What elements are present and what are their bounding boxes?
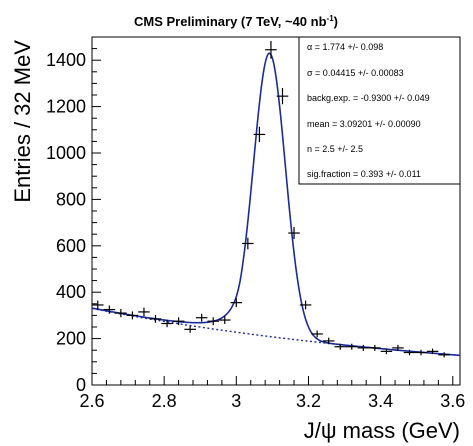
y-axis-title: Entries / 32 MeV	[10, 40, 35, 203]
data-point	[299, 300, 312, 310]
y-tick-label: 1000	[46, 143, 86, 163]
data-point	[265, 40, 277, 59]
y-tick-label: 600	[56, 236, 86, 256]
data-point	[334, 343, 346, 350]
y-tick-label: 200	[56, 329, 86, 349]
y-tick-label: 1200	[46, 97, 86, 117]
data-point	[92, 300, 104, 310]
x-tick-label: 2.8	[152, 391, 177, 411]
data-point	[149, 314, 162, 323]
x-tick-label: 3.6	[440, 391, 465, 411]
plot-title-main: CMS Preliminary (7 TeV, ~40 nb	[134, 14, 327, 29]
plot-title-suffix: )	[334, 14, 338, 29]
data-point	[322, 337, 335, 345]
fit-param-sig-fraction: sig.fraction = 0.393 +/- 0.011	[307, 169, 421, 179]
data-point	[357, 344, 370, 351]
plot-title-superscript: -1	[327, 14, 335, 23]
x-tick-label: 3.4	[368, 391, 393, 411]
x-tick-label: 2.6	[79, 391, 104, 411]
x-axis-title: J/ψ mass (GeV)	[304, 418, 460, 443]
y-tick-label: 1400	[46, 50, 86, 70]
fit-param-n: n = 2.5 +/- 2.5	[307, 144, 363, 154]
data-point	[311, 330, 323, 338]
data-point	[207, 317, 219, 326]
x-axis-ticks: 2.6 2.8 3 3.2 3.4 3.6	[79, 376, 465, 411]
data-point	[242, 237, 254, 250]
data-point	[276, 88, 289, 105]
data-point	[288, 227, 300, 240]
data-point	[195, 313, 208, 322]
data-point	[403, 349, 416, 356]
y-tick-label: 800	[56, 189, 86, 209]
x-tick-label: 3.2	[296, 391, 321, 411]
fit-box-frame	[298, 36, 461, 185]
data-point	[172, 317, 185, 326]
data-point	[126, 311, 139, 320]
data-point	[415, 349, 427, 356]
data-point	[345, 343, 358, 350]
data-point	[230, 298, 243, 308]
y-tick-label: 400	[56, 282, 86, 302]
data-point	[138, 307, 150, 317]
data-point	[115, 308, 127, 318]
fit-parameter-box: α = 1.774 +/- 0.098 σ = 0.04415 +/- 0.00…	[298, 36, 461, 185]
data-point	[426, 348, 439, 355]
background-fit-curve	[91, 307, 461, 357]
y-tick-label: 0	[76, 375, 86, 395]
data-points	[92, 40, 450, 358]
data-point	[392, 344, 404, 351]
data-point	[369, 344, 381, 351]
fit-param-backg-exp: backg.exp. = -0.9300 +/- 0.049	[307, 93, 430, 103]
fit-param-alpha: α = 1.774 +/- 0.098	[307, 42, 383, 52]
data-point	[380, 348, 393, 355]
data-point	[184, 325, 196, 333]
data-point	[103, 305, 116, 314]
data-point	[161, 319, 173, 328]
data-point	[218, 316, 231, 324]
data-point	[438, 352, 450, 358]
fit-param-sigma: σ = 0.04415 +/- 0.00083	[307, 68, 404, 78]
data-point	[253, 126, 266, 143]
x-tick-label: 3	[231, 391, 241, 411]
plot-title: CMS Preliminary (7 TeV, ~40 nb-1)	[134, 14, 338, 29]
y-axis-ticks: 0 200 400 600 800 1000 1200 1400	[46, 36, 101, 395]
fit-param-mean: mean = 3.09201 +/- 0.00090	[307, 119, 421, 129]
